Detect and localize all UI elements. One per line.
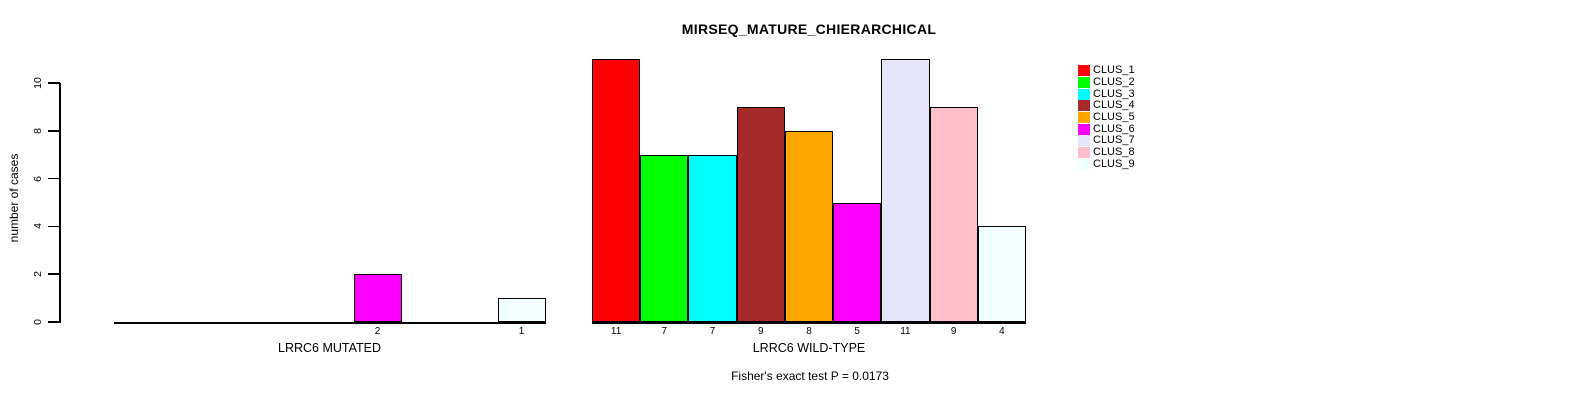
x-axis-line bbox=[592, 322, 1026, 324]
bar-value-label: 5 bbox=[854, 326, 860, 337]
bar-value-label: 11 bbox=[900, 326, 911, 337]
legend-item: CLUS_9 bbox=[1078, 157, 1135, 171]
chart-title: MIRSEQ_MATURE_CHIERARCHICAL bbox=[681, 21, 937, 37]
y-axis-tick-label: 8 bbox=[32, 127, 44, 134]
y-axis-tick bbox=[48, 177, 60, 180]
legend-label: CLUS_3 bbox=[1093, 87, 1135, 100]
legend-label: CLUS_9 bbox=[1093, 157, 1135, 170]
y-axis-tick-label: 0 bbox=[32, 319, 44, 325]
bar-clus_3 bbox=[688, 154, 737, 322]
legend-item: CLUS_2 bbox=[1078, 77, 1135, 89]
y-axis-tick bbox=[48, 130, 60, 132]
bar-clus_6 bbox=[833, 202, 882, 322]
y-axis-tick-label: 2 bbox=[32, 271, 44, 278]
y-axis-label: number of cases bbox=[7, 153, 21, 243]
legend-label: CLUS_8 bbox=[1093, 146, 1135, 159]
group-label-lrrc6-wild-type: LRRC6 WILD-TYPE bbox=[752, 341, 866, 355]
legend-swatch-clus_7 bbox=[1078, 135, 1090, 147]
bar-value-label: 8 bbox=[806, 326, 812, 337]
x-axis-line bbox=[113, 322, 546, 324]
bar-value-label: 7 bbox=[709, 326, 716, 337]
legend-swatch-clus_2 bbox=[1078, 77, 1090, 89]
bar-clus_7 bbox=[881, 59, 930, 322]
legend-item: CLUS_3 bbox=[1078, 88, 1135, 100]
legend-item: CLUS_4 bbox=[1078, 100, 1135, 112]
bar-clus_8 bbox=[929, 106, 978, 322]
y-axis-tick bbox=[48, 82, 60, 84]
legend-item: CLUS_8 bbox=[1078, 147, 1135, 159]
legend-label: CLUS_4 bbox=[1093, 99, 1135, 112]
bar-clus_9 bbox=[497, 298, 546, 322]
legend-item: CLUS_6 bbox=[1078, 123, 1135, 135]
bar-value-label: 9 bbox=[757, 326, 764, 337]
bar-clus_1 bbox=[592, 59, 641, 322]
legend-item: CLUS_5 bbox=[1078, 112, 1135, 124]
legend-swatch-clus_8 bbox=[1078, 147, 1090, 159]
y-axis-tick bbox=[48, 273, 60, 275]
bar-clus_5 bbox=[784, 130, 834, 322]
legend-label: CLUS_7 bbox=[1093, 134, 1135, 147]
legend-swatch-clus_3 bbox=[1078, 88, 1090, 100]
bar-value-label: 11 bbox=[610, 326, 622, 337]
bar-clus_9 bbox=[977, 226, 1026, 322]
y-axis-tick-label: 10 bbox=[32, 77, 44, 89]
legend-label: CLUS_6 bbox=[1093, 122, 1135, 135]
legend-swatch-clus_5 bbox=[1078, 112, 1090, 124]
legend-item: CLUS_7 bbox=[1078, 135, 1135, 147]
legend-swatch-clus_9 bbox=[1078, 158, 1090, 170]
legend-label: CLUS_5 bbox=[1093, 111, 1135, 124]
bar-value-label: 9 bbox=[950, 326, 957, 337]
bar-clus_4 bbox=[736, 106, 785, 322]
y-axis bbox=[59, 83, 61, 323]
legend-item: CLUS_1 bbox=[1078, 65, 1135, 77]
legend-swatch-clus_1 bbox=[1078, 65, 1090, 77]
y-axis-tick bbox=[48, 321, 60, 323]
y-axis-tick-label: 6 bbox=[32, 175, 44, 182]
legend-label: CLUS_2 bbox=[1093, 76, 1135, 89]
group-label-lrrc6-mutated: LRRC6 MUTATED bbox=[277, 341, 382, 355]
legend-swatch-clus_4 bbox=[1078, 100, 1090, 112]
legend: CLUS_1 CLUS_2 CLUS_3 CLUS_4 CLUS_5 CLUS_6 CLUS… bbox=[1078, 65, 1135, 170]
bar-value-label: 4 bbox=[999, 326, 1005, 337]
legend-label: CLUS_1 bbox=[1093, 64, 1135, 77]
bar-value-label: 1 bbox=[518, 326, 525, 337]
bar-value-label: 7 bbox=[661, 326, 668, 337]
bar-clus_2 bbox=[640, 154, 689, 322]
y-axis-tick bbox=[48, 225, 60, 228]
legend-swatch-clus_6 bbox=[1078, 123, 1090, 135]
bar-value-label: 2 bbox=[374, 326, 381, 337]
bar-clus_6 bbox=[353, 274, 402, 322]
fisher-test-annotation: Fisher's exact test P = 0.0173 bbox=[731, 369, 889, 383]
y-axis-tick-label: 4 bbox=[32, 223, 44, 230]
